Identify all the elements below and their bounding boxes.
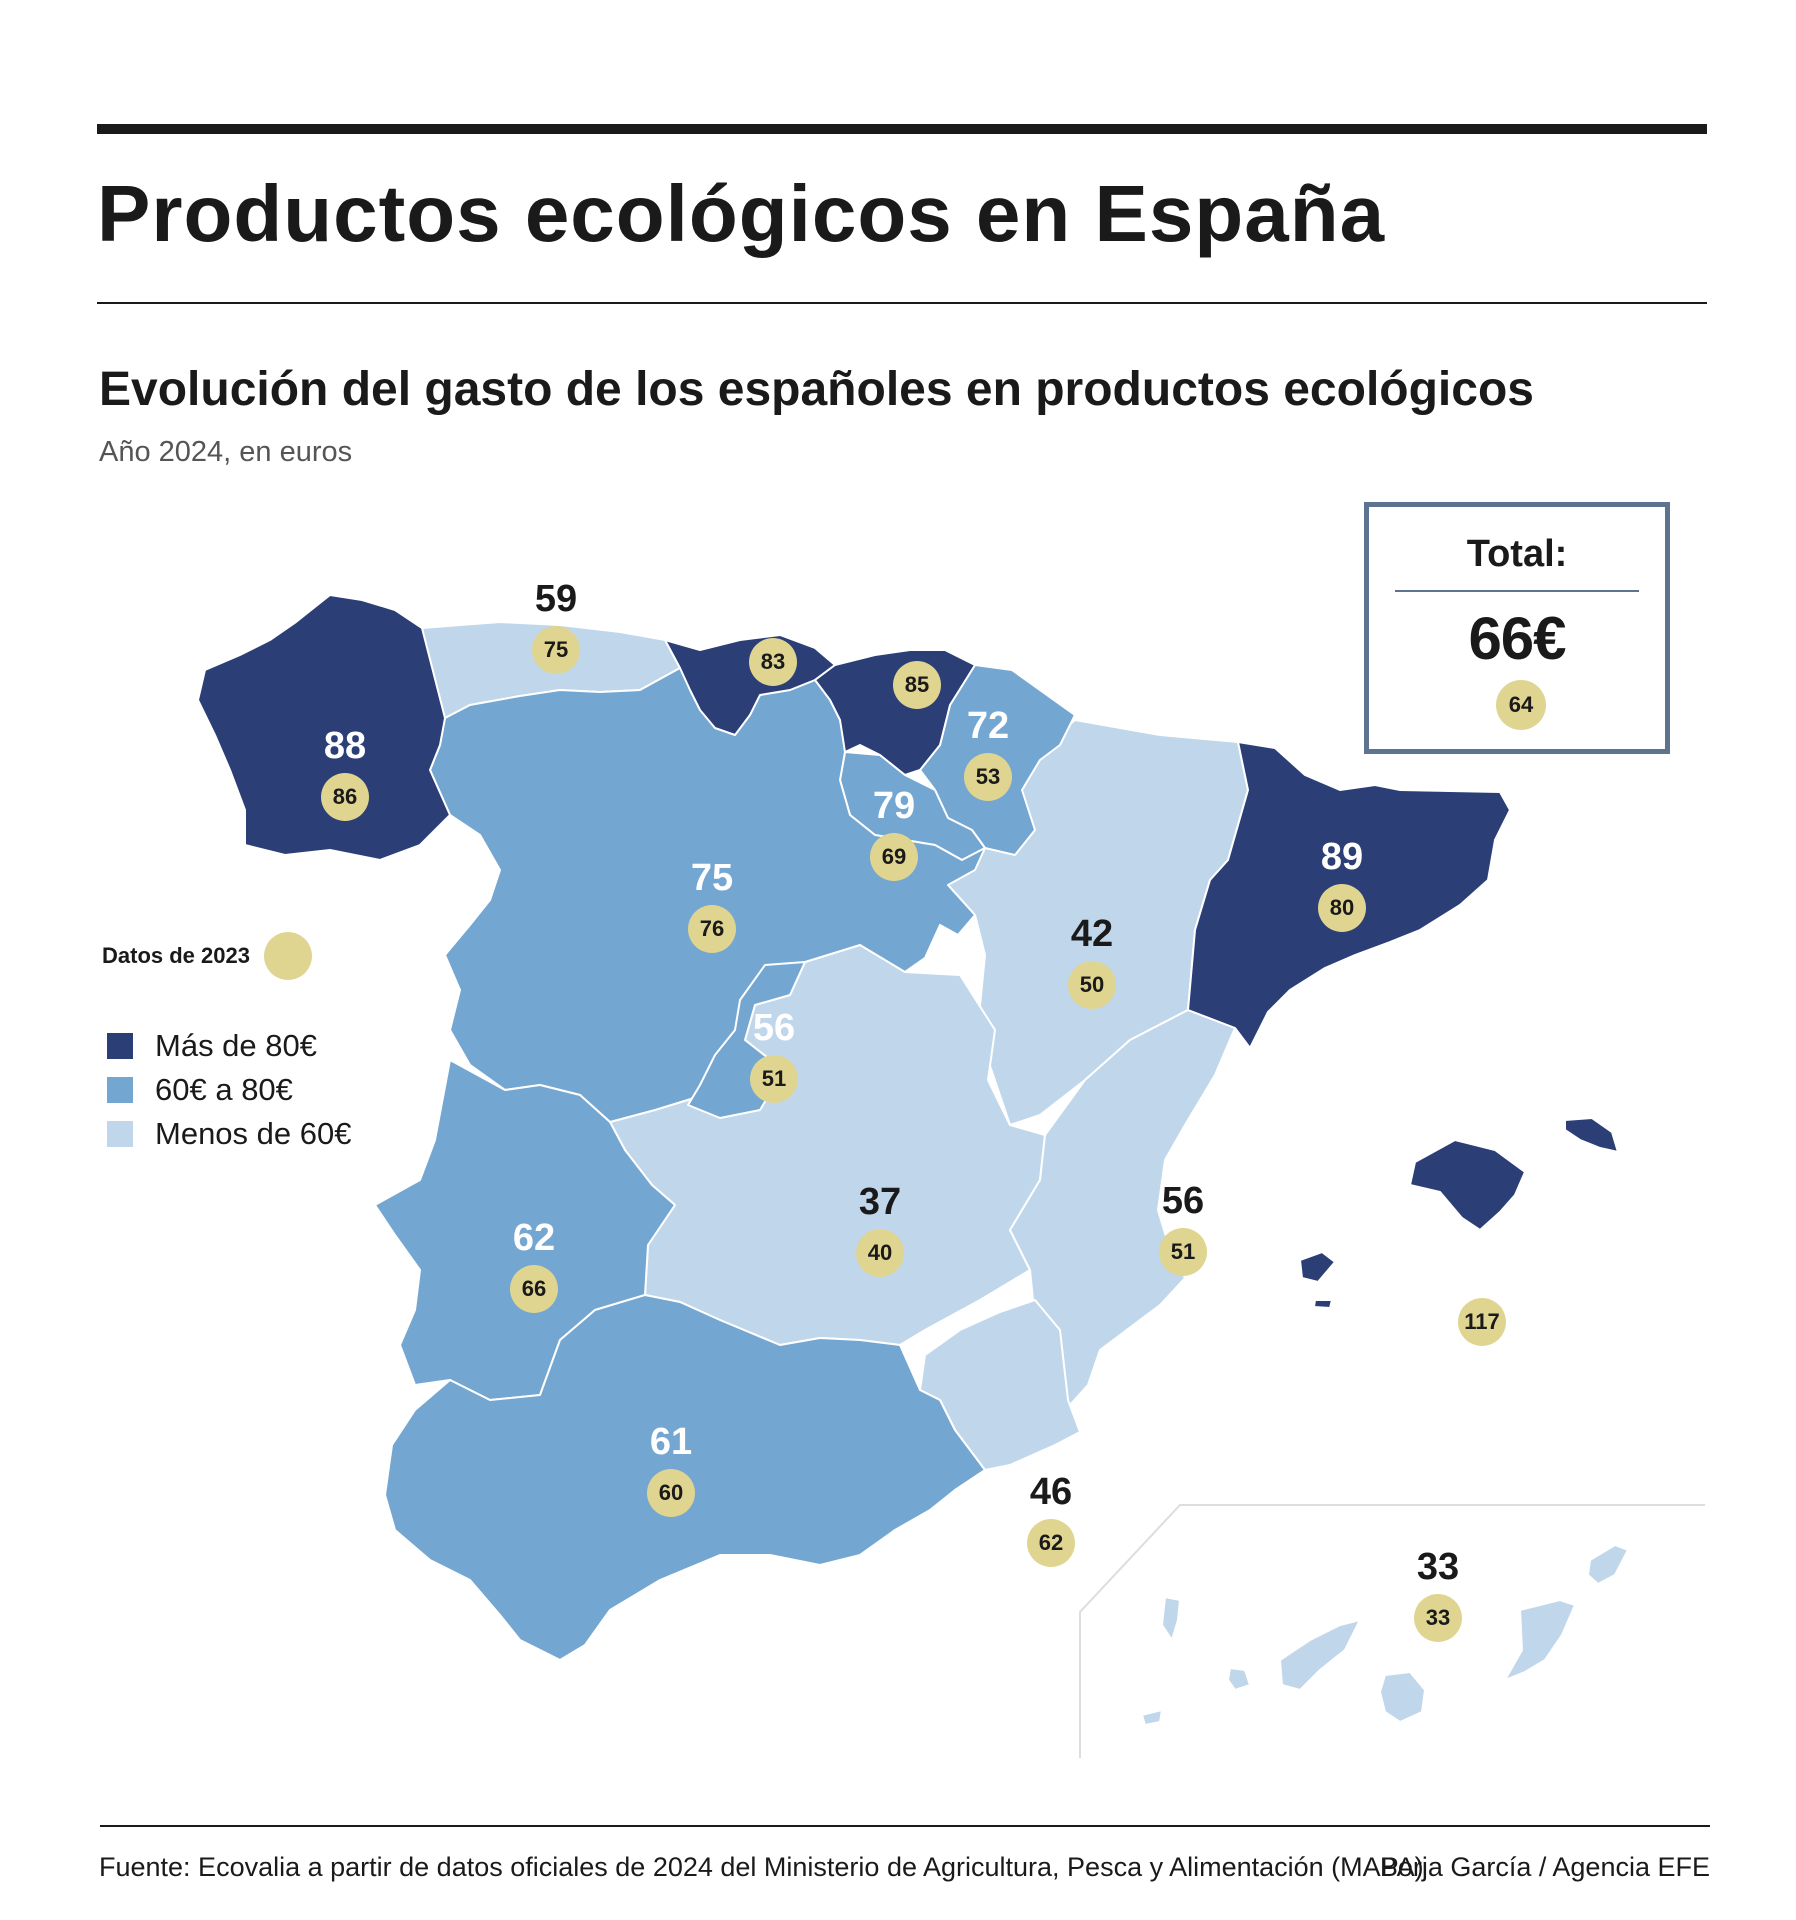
legend-swatch-mid xyxy=(107,1077,133,1103)
region-label-extremadura: 62 66 xyxy=(510,1217,558,1313)
footer-rule xyxy=(100,1825,1710,1827)
region-label-la-rioja: 79 69 xyxy=(870,785,918,881)
region-shape-mallorca xyxy=(1409,1139,1526,1231)
region-label-murcia: 46 62 xyxy=(1027,1471,1075,1567)
region-value-comunidad-valenciana: 56 xyxy=(1161,1180,1205,1222)
total-label: Total: xyxy=(1466,533,1568,575)
total-value: 66€ xyxy=(1468,605,1566,672)
region-2023-dot-castilla-y-leon: 76 xyxy=(688,905,736,953)
region-shape-comunidad-valenciana xyxy=(1009,1009,1236,1406)
region-2023-dot-cataluna: 80 xyxy=(1318,884,1366,932)
region-shape-formentera xyxy=(1313,1299,1333,1309)
region-value-madrid: 56 xyxy=(752,1007,796,1049)
region-value-cataluna: 89 xyxy=(1320,836,1364,878)
total-2023-dot: 64 xyxy=(1496,680,1546,730)
region-shape-ibiza xyxy=(1299,1251,1336,1283)
region-label-andalucia: 61 60 xyxy=(647,1421,695,1517)
region-value-pais-vasco: 99 xyxy=(895,613,939,655)
region-label-aragon: 42 50 xyxy=(1068,913,1116,1009)
region-2023-dot-pais-vasco: 85 xyxy=(893,661,941,709)
region-2023-dot-navarra: 53 xyxy=(964,753,1012,801)
region-shape-menorca xyxy=(1564,1117,1619,1153)
region-label-madrid: 56 51 xyxy=(750,1007,798,1103)
region-value-castilla-y-leon: 75 xyxy=(690,857,734,899)
region-2023-dot-la-rioja: 69 xyxy=(870,833,918,881)
legend-swatch-high xyxy=(107,1033,133,1059)
legend-item-low: Menos de 60€ xyxy=(107,1112,351,1156)
region-2023-dot-asturias: 75 xyxy=(532,626,580,674)
region-label-canarias: 33 33 xyxy=(1414,1546,1462,1642)
region-value-castilla-la-mancha: 37 xyxy=(858,1181,902,1223)
region-label-comunidad-valenciana: 56 51 xyxy=(1159,1180,1207,1276)
region-2023-dot-comunidad-valenciana: 51 xyxy=(1159,1228,1207,1276)
legend-swatch-low xyxy=(107,1121,133,1147)
region-2023-dot-cantabria: 83 xyxy=(749,638,797,686)
region-label-castilla-la-mancha: 37 40 xyxy=(856,1181,904,1277)
source-note: Fuente: Ecovalia a partir de datos ofici… xyxy=(99,1852,1424,1882)
region-2023-dot-andalucia: 60 xyxy=(647,1469,695,1517)
canarias-inset-frame xyxy=(1079,1504,1705,1758)
region-2023-dot-canarias: 33 xyxy=(1414,1594,1462,1642)
legend-2023-dot xyxy=(263,932,312,980)
region-label-castilla-y-leon: 75 76 xyxy=(688,857,736,953)
total-box: Total: 66€ 64 xyxy=(1364,502,1670,754)
region-value-baleares: 84 xyxy=(1460,1250,1504,1292)
region-label-asturias: 59 75 xyxy=(532,578,580,674)
region-shape-galicia xyxy=(197,594,451,861)
color-legend: Más de 80€ 60€ a 80€ Menos de 60€ xyxy=(107,1024,351,1156)
region-2023-dot-aragon: 50 xyxy=(1068,961,1116,1009)
title-rule xyxy=(97,302,1707,304)
legend-item-high: Más de 80€ xyxy=(107,1024,351,1068)
legend-2023: Datos de 2023 xyxy=(102,932,312,980)
region-2023-dot-baleares: 117 xyxy=(1458,1298,1506,1346)
region-label-pais-vasco: 99 85 xyxy=(893,613,941,709)
region-2023-dot-galicia: 86 xyxy=(321,773,369,821)
top-rule xyxy=(97,124,1707,134)
legend-item-mid: 60€ a 80€ xyxy=(107,1068,351,1112)
region-value-galicia: 88 xyxy=(323,725,367,767)
region-2023-dot-castilla-la-mancha: 40 xyxy=(856,1229,904,1277)
region-label-galicia: 88 86 xyxy=(321,725,369,821)
legend-label-low: Menos de 60€ xyxy=(155,1116,352,1151)
region-value-la-rioja: 79 xyxy=(872,785,916,827)
region-2023-dot-murcia: 62 xyxy=(1027,1519,1075,1567)
total-divider xyxy=(1395,590,1639,592)
credit: Borja García / Agencia EFE xyxy=(1379,1852,1710,1882)
region-value-extremadura: 62 xyxy=(512,1217,556,1259)
region-label-cataluna: 89 80 xyxy=(1318,836,1366,932)
region-shape-canarias xyxy=(1141,1544,1629,1726)
region-value-andalucia: 61 xyxy=(649,1421,693,1463)
region-label-baleares: 84 117 xyxy=(1458,1250,1506,1346)
region-value-asturias: 59 xyxy=(534,578,578,620)
region-2023-dot-madrid: 51 xyxy=(750,1055,798,1103)
region-value-aragon: 42 xyxy=(1070,913,1114,955)
page-title: Productos ecológicos en España xyxy=(97,169,1386,258)
region-value-navarra: 72 xyxy=(966,705,1010,747)
region-2023-dot-extremadura: 66 xyxy=(510,1265,558,1313)
region-value-cantabria: 82 xyxy=(751,590,795,632)
region-value-canarias: 33 xyxy=(1416,1546,1460,1588)
legend-2023-label: Datos de 2023 xyxy=(102,943,250,968)
region-label-navarra: 72 53 xyxy=(964,705,1012,801)
unit-note: Año 2024, en euros xyxy=(99,436,353,468)
region-value-murcia: 46 xyxy=(1029,1471,1073,1513)
legend-label-mid: 60€ a 80€ xyxy=(155,1072,293,1107)
legend-label-high: Más de 80€ xyxy=(155,1028,317,1063)
region-label-cantabria: 82 83 xyxy=(749,590,797,686)
chart-subtitle: Evolución del gasto de los españoles en … xyxy=(99,363,1534,416)
